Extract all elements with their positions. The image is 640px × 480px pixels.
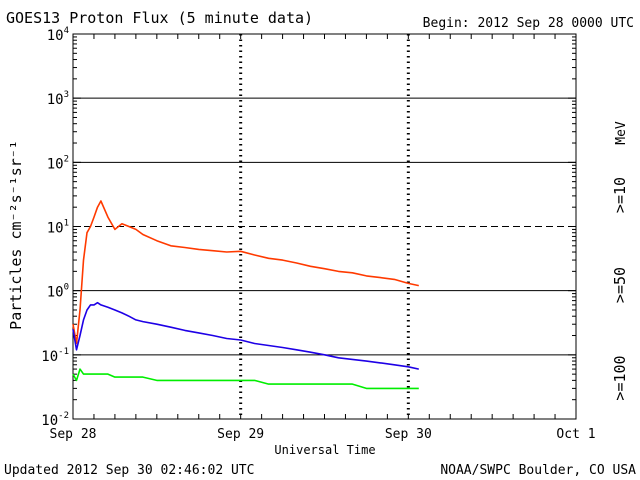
plot-area: 10-2 10-1 100 101 102 103 104 Sep 28 Sep 29 Sep 3… xyxy=(41,26,595,442)
y-axis-label: Particles cm⁻²s⁻¹sr⁻¹ xyxy=(7,140,25,330)
y-tick-label: 10-1 xyxy=(41,347,69,365)
y-tick-label: 101 xyxy=(47,219,69,237)
x-tick-label: Oct 1 xyxy=(556,427,595,442)
plot-frame xyxy=(72,33,577,420)
begin-time: Begin: 2012 Sep 28 0000 UTC xyxy=(423,16,634,31)
chart-title: GOES13 Proton Flux (5 minute data) xyxy=(6,9,313,27)
updated-timestamp: Updated 2012 Sep 30 02:46:02 UTC xyxy=(4,463,254,478)
legend-label: >=100 xyxy=(611,355,629,400)
x-tick-label: Sep 28 xyxy=(50,427,97,442)
series-line-50mev xyxy=(72,301,419,370)
x-tick-label: Sep 29 xyxy=(217,427,264,442)
y-tick-label: 103 xyxy=(47,90,69,108)
legend-label: >=10 xyxy=(611,177,629,213)
series-line-100mev xyxy=(72,368,419,390)
legend: >=10 >=50 >=100 xyxy=(611,177,629,401)
credit-text: NOAA/SWPC Boulder, CO USA xyxy=(440,463,636,478)
energy-unit-label: MeV xyxy=(614,121,629,145)
y-tick-label: 104 xyxy=(47,26,69,44)
x-axis-label: Universal Time xyxy=(274,443,375,457)
y-tick-label: 100 xyxy=(47,283,69,301)
y-tick-label: 102 xyxy=(47,154,69,172)
legend-label: >=50 xyxy=(611,267,629,303)
x-tick-label: Sep 30 xyxy=(385,427,432,442)
y-tick-label: 10-2 xyxy=(41,411,69,429)
series-line-10mev xyxy=(72,200,419,345)
